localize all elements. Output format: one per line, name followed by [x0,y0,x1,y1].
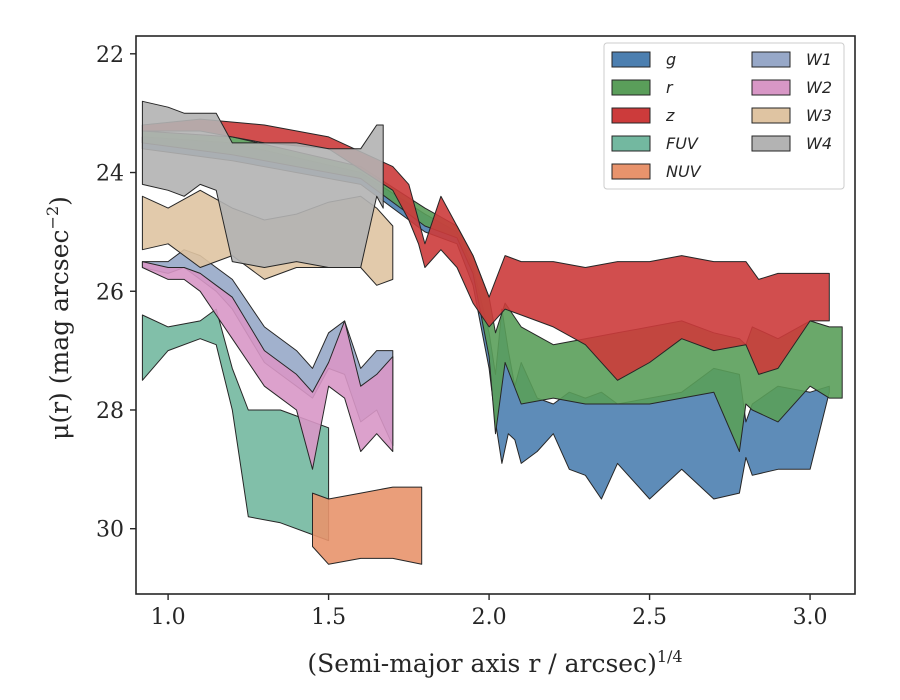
legend-swatch-w3 [751,107,791,124]
x-axis-ticks: 1.0 1.5 2.0 2.5 3.0 [151,594,828,630]
y-axis-label: μ(r) (mag arcsec−2) [43,196,74,440]
legend-label-nuv: NUV [666,162,702,181]
x-axis-label: (Semi-major axis r / arcsec)1/4 [307,647,682,678]
plot-frame [135,35,856,595]
legend-swatch-w1 [751,51,791,68]
legend-label-w4: W4 [806,134,832,153]
legend: grz FUV NUV W1 W2 W3 W4 [603,42,845,190]
legend-swatch-nuv [611,163,651,180]
legend-label-g: g [666,50,676,69]
series-bands [141,100,843,565]
legend-label-w2: W2 [806,78,832,97]
x-tick-label: 1.0 [151,605,186,630]
legend-label-z: z [665,106,675,125]
band-w4 [141,100,384,268]
legend-swatch-r [611,79,651,96]
legend-swatch-w4 [751,135,791,152]
legend-label-w1: W1 [806,50,832,69]
legend-label-w3: W3 [806,106,832,125]
legend-swatch-g [611,51,651,68]
band-w2 [141,261,394,470]
legend-swatch-w2 [751,79,791,96]
legend-label-fuv: FUV [666,134,699,153]
x-tick-label: 2.0 [472,605,507,630]
band-nuv [312,486,423,565]
y-axis-ticks: 22 24 26 28 30 [96,43,136,543]
x-tick-label: 2.5 [632,605,667,630]
legend-swatch-z [611,107,651,124]
x-tick-label: 3.0 [793,605,828,630]
y-tick-label: 26 [96,280,124,305]
legend-label-r: r [666,78,674,97]
legend-swatch-fuv [611,135,651,152]
x-tick-label: 1.5 [311,605,346,630]
y-tick-label: 24 [96,162,124,187]
y-tick-label: 30 [96,518,124,543]
x-axis-label-exponent: 1/4 [657,647,683,666]
y-tick-label: 22 [96,43,124,68]
y-tick-label: 28 [96,399,124,424]
y-axis-label-exponent: −2 [43,206,62,230]
band-z [141,118,830,381]
